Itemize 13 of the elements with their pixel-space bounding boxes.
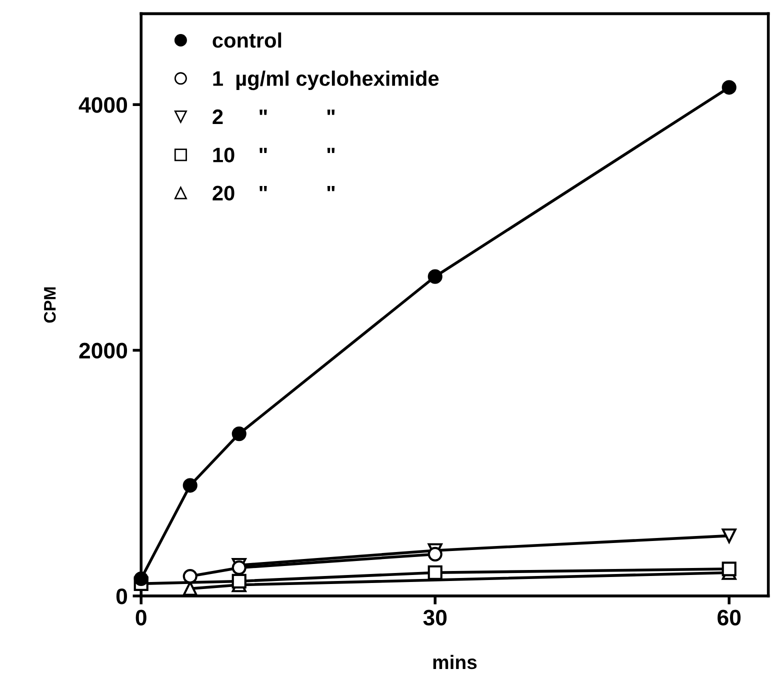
x-axis-title: mins bbox=[433, 654, 477, 670]
legend-label: control bbox=[212, 32, 282, 48]
legend-label: 20 " " bbox=[212, 186, 335, 201]
legend-label: 2 " " bbox=[212, 109, 335, 124]
x-tick-label: 30 bbox=[423, 610, 447, 626]
y-tick-label: 0 bbox=[116, 588, 128, 604]
legend-label: 1 µg/ml cycloheximide bbox=[213, 70, 439, 90]
y-tick-label: 4000 bbox=[78, 97, 128, 113]
x-tick-label: 60 bbox=[718, 610, 741, 626]
x-tick-label: 0 bbox=[136, 610, 146, 626]
legend-label: 10 " " bbox=[213, 148, 335, 162]
y-tick-label: 2000 bbox=[79, 342, 128, 359]
y-axis-title: CPM bbox=[44, 287, 56, 323]
